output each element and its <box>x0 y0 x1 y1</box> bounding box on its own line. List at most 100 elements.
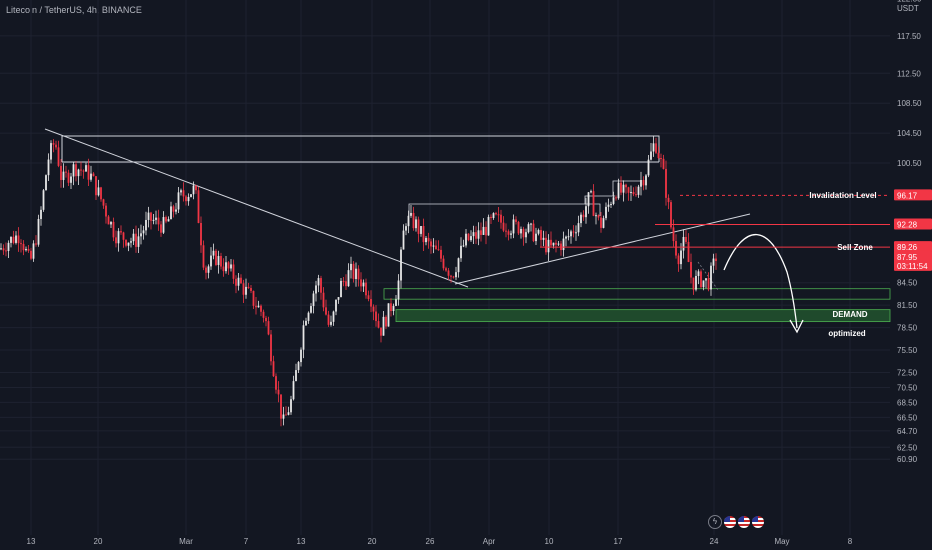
us-flag-icon[interactable] <box>724 516 736 528</box>
candle <box>25 246 27 252</box>
candle <box>297 360 300 374</box>
candle-body <box>237 277 240 286</box>
candle <box>567 229 570 241</box>
candle <box>380 327 382 343</box>
y-tick-label: 70.50 <box>897 383 918 392</box>
us-flag-icon[interactable] <box>752 516 764 528</box>
candle-body <box>30 250 32 259</box>
trend-drawings[interactable] <box>44 128 804 334</box>
candle-body <box>445 268 447 271</box>
candle <box>487 214 490 236</box>
price-axis[interactable]: USDT122.50 117.50 112.50 108.50 104.50 100.50… <box>897 0 922 464</box>
candle <box>690 253 692 284</box>
candle <box>100 186 102 202</box>
annotation-label: optimized <box>828 329 865 338</box>
candle-body <box>640 180 642 187</box>
y-tick-label: 78.50 <box>897 324 918 333</box>
candle-body <box>677 255 680 265</box>
candle <box>195 184 197 194</box>
candle-body <box>527 224 530 233</box>
candle <box>135 225 137 253</box>
candle-body <box>250 288 252 291</box>
candle <box>522 226 525 246</box>
candle-body <box>360 279 362 287</box>
candle <box>245 278 247 299</box>
candle-body <box>515 219 517 222</box>
candle <box>462 239 465 248</box>
x-tick-label: Mar <box>179 537 193 546</box>
candle-body <box>602 218 605 228</box>
lightning-icon[interactable]: ϟ <box>708 515 722 529</box>
candle <box>302 320 305 359</box>
candle <box>415 216 417 232</box>
candle-body <box>342 280 345 282</box>
candle <box>10 236 12 248</box>
candle <box>45 174 47 191</box>
candle <box>665 160 667 206</box>
candle-body <box>530 223 532 225</box>
candle-body <box>235 278 237 286</box>
candle <box>560 240 562 256</box>
candle-body <box>590 191 592 193</box>
candle-body <box>705 278 707 281</box>
candle <box>152 214 155 225</box>
time-axis[interactable]: 13 20 Mar 7 13 20 26 Apr 10 17 24 May 8 <box>27 537 853 546</box>
candle <box>525 228 527 244</box>
candle-body <box>525 232 527 238</box>
candle-body <box>605 206 607 219</box>
candle <box>352 261 355 283</box>
candle-body <box>545 237 547 253</box>
annotation-label: Sell Zone <box>837 243 873 252</box>
candle <box>675 234 677 259</box>
candle <box>90 165 92 182</box>
candle-body <box>187 196 190 202</box>
candle-body <box>365 282 367 296</box>
candle-body <box>185 196 187 202</box>
candle-body <box>200 222 202 246</box>
candle-body <box>130 241 132 243</box>
candle-body <box>370 299 372 307</box>
candle-body <box>667 197 670 203</box>
candle <box>360 272 362 292</box>
candle-body <box>120 231 122 233</box>
candle-body <box>270 334 272 362</box>
candle-body <box>702 280 705 288</box>
candle <box>15 231 17 245</box>
candle-body <box>302 325 305 350</box>
candle-body <box>675 241 677 256</box>
candle-body <box>0 248 2 250</box>
candle-body <box>372 306 375 312</box>
price-tag: 92.28 <box>894 218 932 230</box>
candle-body <box>580 214 582 224</box>
us-flag-icon[interactable] <box>738 516 750 528</box>
candle-body <box>422 226 425 243</box>
candle <box>332 310 335 326</box>
candle-body <box>110 221 112 225</box>
candle-body <box>535 233 537 242</box>
candle <box>355 262 357 287</box>
candle <box>127 242 130 252</box>
x-tick-label: May <box>774 537 789 546</box>
y-tick-label: 81.50 <box>897 301 918 310</box>
candle-body <box>465 233 467 246</box>
candle-body <box>490 216 492 218</box>
candle <box>230 258 232 272</box>
candle <box>200 216 202 253</box>
candle-body <box>17 235 20 244</box>
candle-body <box>330 321 332 325</box>
candle-body <box>80 169 82 171</box>
candle-body <box>685 236 687 242</box>
candle <box>65 165 67 178</box>
candle-body <box>247 286 250 289</box>
price-levels[interactable] <box>540 194 890 248</box>
candle-body <box>710 265 712 290</box>
candle-body <box>267 321 270 335</box>
candlestick-series[interactable] <box>0 135 717 427</box>
candle <box>667 194 670 210</box>
price-tag-value: 87.95 <box>897 253 918 262</box>
candle <box>400 246 402 289</box>
candle <box>325 299 327 316</box>
candle-body <box>470 236 472 241</box>
candle-body <box>637 186 640 195</box>
